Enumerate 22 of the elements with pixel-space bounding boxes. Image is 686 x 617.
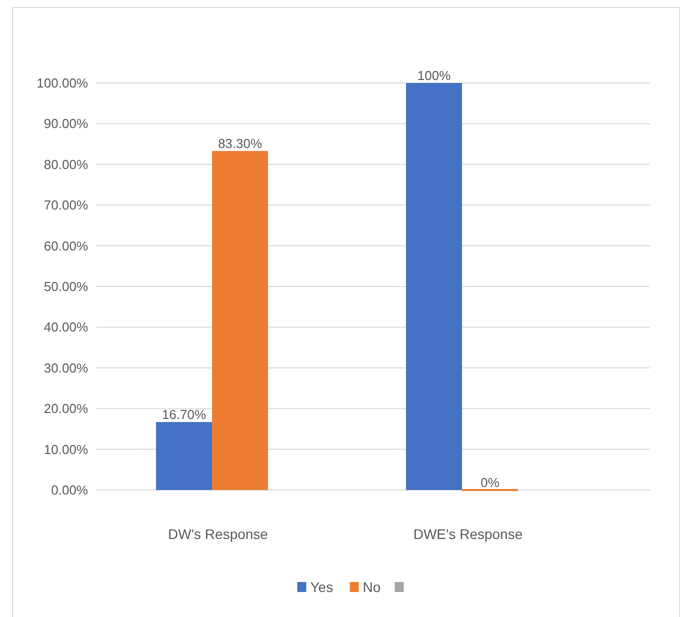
legend-label: Yes	[310, 579, 334, 595]
y-tick-label: 50.00%	[44, 279, 88, 294]
data-label: 83.30%	[218, 136, 262, 151]
y-tick-label: 100.00%	[36, 76, 88, 90]
bar	[156, 422, 212, 490]
data-label: 0%	[480, 475, 500, 490]
bar	[406, 83, 462, 490]
y-tick-label: 10.00%	[44, 442, 88, 457]
bar	[212, 150, 268, 490]
data-label: 16.70%	[162, 407, 206, 422]
x-tick-label: DWE's Response	[413, 526, 523, 542]
data-label: 100%	[417, 68, 452, 83]
y-tick-label: 0.00%	[51, 482, 88, 498]
y-tick-label: 70.00%	[44, 198, 88, 213]
y-tick-label: 40.00%	[44, 320, 88, 335]
y-tick-label: 30.00%	[44, 360, 88, 376]
legend-label: No	[362, 579, 381, 595]
x-tick-label: DW's Response	[168, 526, 268, 542]
y-tick-label: 80.00%	[44, 156, 88, 172]
y-tick-label: 60.00%	[44, 238, 88, 254]
y-tick-label: 90.00%	[44, 116, 88, 132]
y-tick-label: 20.00%	[44, 401, 88, 416]
